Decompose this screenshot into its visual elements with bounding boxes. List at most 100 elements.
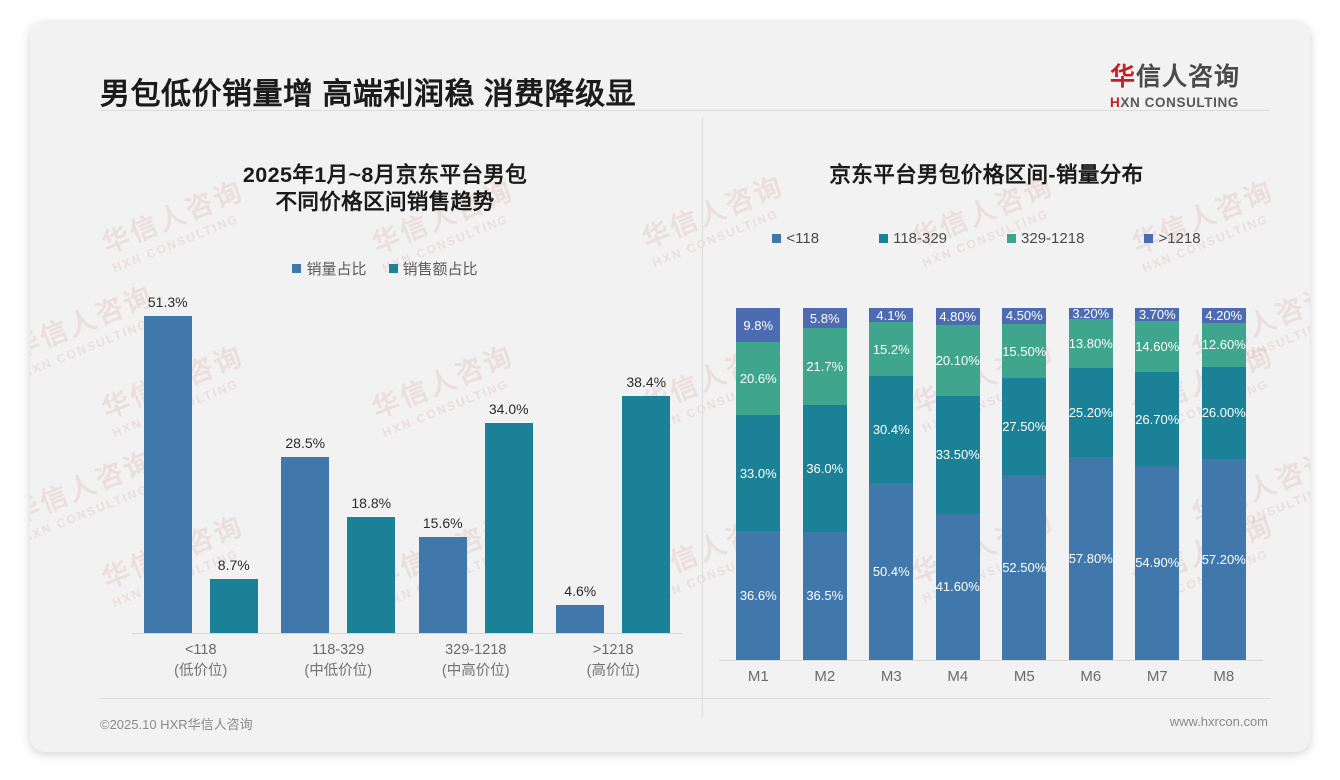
- stack-segment-118-329-M5[interactable]: 27.50%: [1002, 378, 1046, 476]
- stacked-bar-M4[interactable]: 4.80% 20.10% 33.50% 41.60%: [936, 308, 980, 660]
- stack-value-label: 4.20%: [1205, 307, 1243, 323]
- stack-segment->1218-M8[interactable]: 4.20%: [1201, 307, 1246, 323]
- x-tick-label-329-1218: 329-1218 (中高价位): [407, 640, 545, 682]
- legend-item-stacked-0[interactable]: <118: [772, 230, 819, 247]
- chart-legend-stacked: <118 118-329 329-1218 >1218: [703, 230, 1270, 247]
- footer-divider: [100, 698, 1270, 699]
- stack-segment-329-1218-M7[interactable]: 14.60%: [1135, 321, 1179, 373]
- x-tick-label-M8: M8: [1213, 668, 1235, 685]
- legend-label: 329-1218: [1021, 230, 1085, 247]
- bar-rect: [347, 516, 396, 633]
- stack-segment-118-329-M2[interactable]: 36.0%: [802, 404, 847, 532]
- stack-segment-329-1218-M2[interactable]: 21.7%: [802, 328, 847, 405]
- stack-segment-<118-M4[interactable]: 41.60%: [936, 513, 980, 660]
- bar-group: 28.5% 18.8%: [270, 293, 408, 633]
- grouped-x-axis-labels: <118 (低价位) 118-329 (中低价位) 329-1218 (中高价位) >121…: [132, 640, 682, 700]
- logo-en-rest: XN CONSULTING: [1120, 95, 1239, 110]
- legend-item-stacked-1[interactable]: 118-329: [879, 230, 947, 247]
- legend-item-grouped-1[interactable]: 销售额占比: [388, 258, 478, 279]
- stack-segment-<118-M7[interactable]: 54.90%: [1135, 466, 1180, 660]
- stack-segment-329-1218-M6[interactable]: 13.80%: [1069, 319, 1113, 368]
- stack-value-label: 33.50%: [935, 447, 980, 463]
- stack-segment-329-1218-M8[interactable]: 12.60%: [1201, 322, 1246, 368]
- stack-segment-<118-M8[interactable]: 57.20%: [1201, 458, 1246, 660]
- stack-segment->1218-M2[interactable]: 5.8%: [802, 308, 847, 329]
- chart-title-grouped: 2025年1月~8月京东平台男包 不同价格区间销售趋势: [70, 162, 700, 216]
- company-logo: 华信人咨询 HXN CONSULTING: [1110, 62, 1270, 111]
- stacked-bar-M3[interactable]: 4.1% 15.2% 30.4% 50.4%: [869, 308, 914, 660]
- x-tick-primary: <118: [184, 642, 217, 658]
- bar-销售额占比-329-1218[interactable]: 34.0%: [484, 401, 533, 633]
- chart-panel-grouped: 2025年1月~8月京东平台男包 不同价格区间销售趋势 销量占比 销售额占比 51…: [70, 118, 700, 718]
- stacked-bar-M5[interactable]: 4.50% 15.50% 27.50% 52.50%: [1002, 308, 1046, 660]
- bar-销量占比->1218[interactable]: 4.6%: [556, 583, 605, 633]
- bar-销量占比-<118[interactable]: 51.3%: [143, 294, 192, 633]
- bar-rect: [418, 536, 467, 633]
- stack-segment-<118-M1[interactable]: 36.6%: [736, 531, 781, 660]
- stack-segment->1218-M6[interactable]: 3.20%: [1068, 306, 1113, 322]
- stack-segment->1218-M5[interactable]: 4.50%: [1002, 308, 1047, 324]
- legend-item-stacked-2[interactable]: 329-1218: [1007, 230, 1084, 247]
- x-tick-secondary: (中低价位): [304, 663, 373, 679]
- stack-segment-329-1218-M4[interactable]: 20.10%: [936, 324, 980, 396]
- bar-销量占比-329-1218[interactable]: 15.6%: [418, 515, 467, 633]
- logo-cn-red: 华: [1110, 63, 1137, 91]
- footer-website[interactable]: www.hxrcon.com: [1169, 714, 1268, 729]
- stacked-bar-M7[interactable]: 3.70% 14.60% 26.70% 54.90%: [1135, 307, 1180, 660]
- legend-item-stacked-3[interactable]: >1218: [1144, 230, 1201, 247]
- stack-segment-118-329-M6[interactable]: 25.20%: [1068, 367, 1113, 457]
- stack-value-label: 54.90%: [1135, 555, 1180, 571]
- slide-footer: ©2025.10 HXR华信人咨询 www.hxrcon.com: [30, 698, 1310, 752]
- stack-value-label: 12.60%: [1201, 337, 1246, 353]
- bar-value-label: 28.5%: [285, 434, 326, 451]
- chart-title-line2: 不同价格区间销售趋势: [275, 190, 495, 214]
- bar-销售额占比-118-329[interactable]: 18.8%: [347, 495, 396, 633]
- stack-segment-<118-M3[interactable]: 50.4%: [869, 482, 914, 660]
- stack-segment->1218-M7[interactable]: 3.70%: [1135, 307, 1180, 322]
- bar-group: 15.6% 34.0%: [407, 293, 545, 633]
- legend-item-grouped-0[interactable]: 销量占比: [292, 258, 367, 279]
- bar-销售额占比-<118[interactable]: 8.7%: [209, 557, 258, 633]
- stack-segment->1218-M4[interactable]: 4.80%: [935, 308, 980, 325]
- stacked-bar-M2[interactable]: 5.8% 21.7% 36.0% 36.5%: [802, 308, 847, 660]
- stacked-bar-M8[interactable]: 4.20% 12.60% 26.00% 57.20%: [1202, 308, 1246, 660]
- stack-segment-329-1218-M1[interactable]: 20.6%: [736, 342, 781, 415]
- stack-value-label: 36.5%: [806, 588, 844, 604]
- bar-rect: [556, 604, 605, 633]
- stack-segment-<118-M5[interactable]: 52.50%: [1002, 475, 1046, 660]
- bar-rect: [281, 456, 330, 633]
- bar-销售额占比->1218[interactable]: 38.4%: [622, 374, 671, 633]
- stack-value-label: 57.80%: [1068, 550, 1113, 566]
- stack-segment-118-329-M3[interactable]: 30.4%: [869, 375, 914, 483]
- stack-value-label: 15.50%: [1002, 343, 1047, 359]
- stacked-bar-M1[interactable]: 9.8% 20.6% 33.0% 36.6%: [736, 308, 781, 660]
- stack-segment-329-1218-M5[interactable]: 15.50%: [1002, 323, 1047, 379]
- x-tick-label-<118: <118 (低价位): [132, 640, 270, 682]
- stack-value-label: 3.20%: [1072, 306, 1110, 322]
- x-tick-label-118-329: 118-329 (中低价位): [270, 640, 408, 682]
- grouped-x-axis-line: [132, 633, 682, 634]
- bar-销量占比-118-329[interactable]: 28.5%: [281, 435, 330, 633]
- x-tick-secondary: (中高价位): [441, 663, 510, 679]
- x-tick-primary: >1218: [592, 642, 634, 658]
- stack-segment-118-329-M8[interactable]: 26.00%: [1202, 367, 1246, 459]
- chart-title-stacked: 京东平台男包价格区间-销量分布: [829, 163, 1144, 187]
- stack-value-label: 25.20%: [1068, 404, 1113, 420]
- stack-segment-118-329-M1[interactable]: 33.0%: [736, 414, 781, 532]
- stack-value-label: 5.8%: [809, 310, 840, 326]
- bar-value-label: 18.8%: [351, 494, 392, 511]
- stack-segment-118-329-M4[interactable]: 33.50%: [935, 395, 980, 514]
- stack-segment-<118-M6[interactable]: 57.80%: [1068, 456, 1113, 660]
- stack-segment-118-329-M7[interactable]: 26.70%: [1135, 372, 1179, 467]
- stack-segment-<118-M2[interactable]: 36.5%: [802, 531, 847, 660]
- logo-english-text: HXN CONSULTING: [1110, 94, 1270, 111]
- chart-panel-stacked: 京东平台男包价格区间-销量分布 <118 118-329 329-1218 >1218…: [702, 118, 1270, 718]
- stack-value-label: 57.20%: [1201, 551, 1246, 567]
- stack-segment-329-1218-M3[interactable]: 15.2%: [869, 322, 914, 376]
- stack-segment->1218-M3[interactable]: 4.1%: [869, 308, 914, 323]
- logo-chinese-text: 华信人咨询: [1110, 62, 1270, 92]
- bar-value-label: 38.4%: [626, 373, 667, 390]
- legend-swatch-icon: [772, 234, 782, 243]
- stacked-bar-M6[interactable]: 3.20% 13.80% 25.20% 57.80%: [1068, 306, 1113, 660]
- stack-segment->1218-M1[interactable]: 9.8%: [736, 308, 781, 343]
